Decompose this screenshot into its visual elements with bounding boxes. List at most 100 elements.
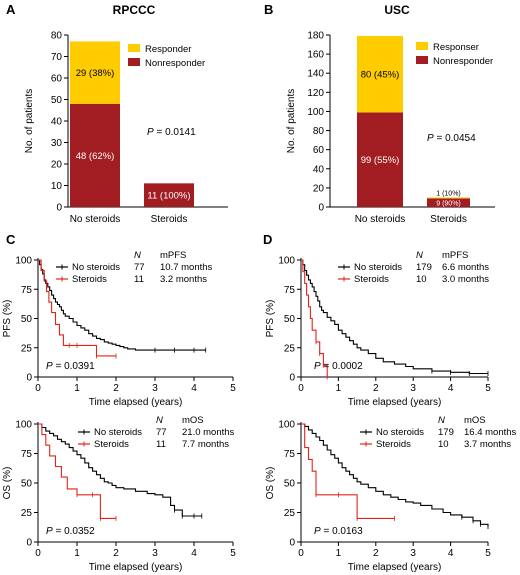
y-tick-label: 25: [21, 343, 33, 354]
y-tick-label: 100: [15, 256, 32, 267]
p-value: P = 0.0454: [427, 133, 476, 144]
y-tick-label: 0: [26, 373, 32, 384]
x-tick-label: 4: [448, 548, 454, 559]
x-tick-label: 0: [35, 383, 41, 394]
legend-swatch-responder: [128, 44, 140, 52]
y-tick-label: 25: [21, 508, 33, 519]
legend-header-n: N: [134, 250, 141, 261]
km-panel-D_top: D 0 25 50 75 100 0 1 2 3 4 5 Time elapsed (years) PFS…: [263, 232, 491, 408]
x-tick-label: 2: [373, 383, 379, 394]
legend-series-label: Steroids: [72, 274, 107, 285]
y-tick-label: 100: [15, 420, 32, 431]
legend-n: 11: [156, 439, 166, 450]
legend-stat: 16.4 months: [464, 427, 517, 438]
legend-label: Responder: [145, 44, 191, 55]
y-tick-label: 100: [278, 420, 295, 431]
y-tick-label: 20: [313, 183, 325, 194]
y-tick-label: 30: [51, 138, 63, 149]
legend-header-n: N: [438, 415, 445, 426]
y-tick-label: 50: [21, 479, 33, 490]
y-tick-label: 40: [313, 164, 325, 175]
x-tick-label: 4: [191, 383, 197, 394]
x-tick-label: Steroids: [151, 214, 188, 225]
x-axis-label: Time elapsed (years): [348, 562, 442, 573]
legend-swatch-nonresponder: [416, 56, 428, 64]
legend-header-stat: mPFS: [160, 250, 186, 261]
y-tick-label: 25: [284, 343, 296, 354]
bar-data-label: 9 (90%): [436, 201, 461, 208]
p-value: P = 0.0352: [46, 526, 95, 537]
x-tick-label: 4: [448, 383, 454, 394]
x-tick-label: 1: [336, 383, 342, 394]
y-tick-label: 10: [51, 181, 63, 192]
legend-stat: 6.6 months: [442, 262, 489, 273]
legend-label: Nonresponder: [433, 56, 493, 67]
y-tick-label: 0: [56, 203, 62, 214]
x-tick-label: 1: [336, 548, 342, 559]
km-panel-D_bottom: 0 25 50 75 100 0 1 2 3 4 5 Time elapsed (years) OS (…: [265, 415, 517, 573]
panel-title: RPCCC: [113, 3, 156, 17]
panel-letter: A: [6, 2, 16, 17]
x-tick-label: 3: [152, 383, 158, 394]
y-tick-label: 40: [51, 117, 63, 128]
y-tick-label: 75: [284, 285, 296, 296]
x-tick-label: 5: [485, 383, 491, 394]
legend-header-n: N: [156, 415, 163, 426]
km-curve-steroids: [301, 423, 395, 519]
x-tick-label: No steroids: [70, 214, 121, 225]
x-tick-label: 1: [74, 383, 80, 394]
x-tick-label: 2: [113, 383, 119, 394]
km-panel-C_top: C 0 25 50 75 100 0 1 2 3 4 5 Time elapsed (years) PFS…: [2, 232, 236, 408]
x-tick-label: 0: [298, 383, 304, 394]
legend-header-stat: mPFS: [442, 250, 468, 261]
p-value: P = 0.0391: [46, 361, 95, 372]
bar-responder: [357, 35, 403, 113]
y-axis-label: No. of patients: [286, 89, 297, 153]
legend-stat: 3.2 months: [160, 274, 207, 285]
y-tick-label: 100: [307, 107, 324, 118]
y-tick-label: 180: [307, 31, 324, 42]
x-axis-label: Time elapsed (years): [89, 562, 183, 573]
legend-header-stat: mOS: [182, 415, 204, 426]
legend-stat: 10.7 months: [160, 262, 213, 273]
km-curve-no-steroids: [38, 423, 202, 517]
legend-series-label: Steroids: [354, 274, 389, 285]
y-tick-label: 50: [284, 314, 296, 325]
km-curve-no-steroids: [38, 259, 206, 351]
legend-header-stat: mOS: [464, 415, 486, 426]
legend-stat: 21.0 months: [182, 427, 235, 438]
legend-header-n: N: [416, 250, 423, 261]
x-tick-label: 0: [298, 548, 304, 559]
legend-series-label: Steroids: [94, 439, 129, 450]
p-value: P = 0.0163: [314, 526, 363, 537]
y-tick-label: 25: [284, 508, 296, 519]
y-tick-label: 100: [278, 256, 295, 267]
x-tick-label: 2: [373, 548, 379, 559]
y-tick-label: 0: [289, 538, 295, 549]
legend-n: 179: [438, 427, 454, 438]
y-tick-label: 0: [26, 538, 32, 549]
legend-label: Responser: [433, 42, 479, 53]
legend-stat: 7.7 months: [182, 439, 229, 450]
bar-nonresponder: [144, 183, 194, 207]
y-tick-label: 80: [313, 126, 325, 137]
y-tick-label: 75: [21, 285, 33, 296]
legend-series-label: No steroids: [72, 262, 120, 273]
km-curve-no-steroids: [301, 423, 489, 527]
y-axis-label: No. of patients: [24, 89, 35, 153]
y-tick-label: 80: [51, 31, 63, 42]
y-axis-label: PFS (%): [265, 300, 276, 338]
bar-responder: [70, 41, 120, 104]
x-tick-label: 3: [410, 548, 416, 559]
bar-panel-B: B USC 0 20 40 60 80 100 120 140 160 180 No. of patie…: [264, 2, 495, 225]
panel-letter: C: [6, 232, 16, 247]
y-axis-label: OS (%): [2, 467, 13, 500]
x-tick-label: 4: [191, 548, 197, 559]
panel-letter: D: [263, 232, 272, 247]
legend-series-label: No steroids: [94, 427, 142, 438]
y-axis-label: PFS (%): [2, 300, 13, 338]
x-axis-label: Time elapsed (years): [348, 397, 442, 408]
legend-n: 10: [416, 274, 427, 285]
panel-letter: B: [264, 2, 273, 17]
